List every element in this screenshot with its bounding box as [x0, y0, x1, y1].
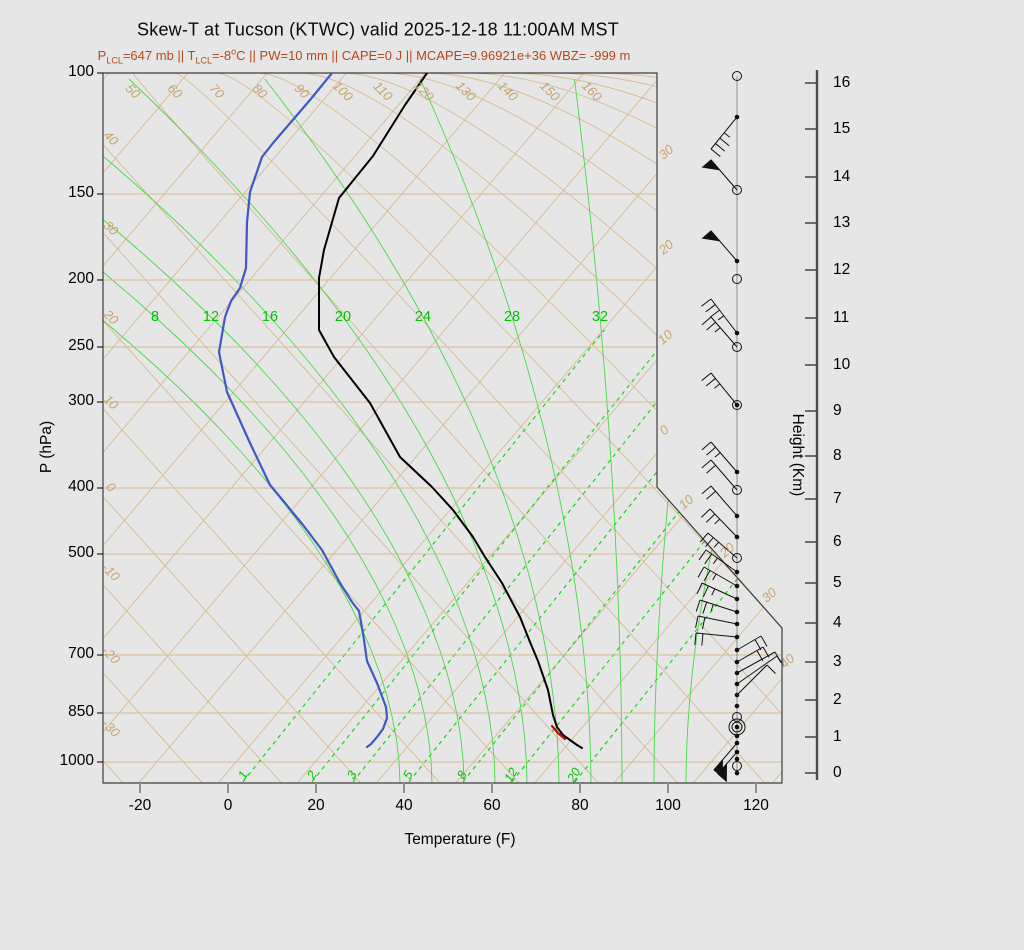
height-tick-label: 12: [833, 261, 851, 278]
subtitle-fragment: o: [231, 46, 237, 57]
plot-border: [102, 72, 783, 784]
height-tick-label: 14: [833, 168, 851, 185]
temperature-tick-label: 80: [571, 797, 589, 814]
moist-adiabat-lines: [103, 78, 782, 783]
subtitle-fragment: =-8: [212, 47, 232, 63]
height-tick-label: 4: [833, 614, 842, 631]
subtitle-fragment: =647 mb || T: [122, 47, 196, 63]
height-tick-label: 10: [833, 356, 851, 373]
height-tick-label: 11: [833, 309, 850, 326]
moist-adiabat-label: 16: [261, 309, 279, 325]
chart-subtitle: PLCL=647 mb || TLCL=-8oC || PW=10 mm || …: [98, 47, 631, 66]
height-tick-label: 2: [833, 691, 842, 708]
height-tick-label: 3: [833, 653, 842, 670]
height-tick-label: 8: [833, 447, 842, 464]
pressure-tick-label: 200: [68, 270, 94, 287]
pressure-tick-label: 700: [68, 645, 94, 662]
pressure-gridlines: [103, 193, 782, 763]
height-axis-title: Height (Km): [789, 413, 806, 497]
dry-adiabat-lines: [103, 73, 782, 783]
moist-adiabat-label: 28: [503, 309, 521, 325]
pressure-tick-label: 100: [68, 63, 94, 80]
moist-adiabat-label: 8: [150, 309, 160, 325]
pressure-tick-label: 300: [68, 392, 94, 409]
moist-adiabat-label: 32: [591, 309, 609, 325]
height-axis: [805, 70, 819, 780]
temperature-tick-label: 100: [655, 797, 681, 814]
pressure-tick-label: 850: [68, 703, 94, 720]
temperature-curve: [318, 73, 583, 749]
subtitle-fragment: C || PW=10 mm || CAPE=0 J || MCAPE=9.969…: [236, 47, 631, 63]
height-tick-label: 9: [833, 402, 842, 419]
mixing-ratio-lines: [237, 329, 782, 783]
temperature-tick-label: 40: [395, 797, 413, 814]
temperature-tick-label: 20: [307, 797, 325, 814]
height-tick-label: 13: [833, 214, 851, 231]
subtitle-fragment: LCL: [106, 55, 123, 66]
height-tick-label: 6: [833, 533, 842, 550]
height-tick-label: 5: [833, 574, 842, 591]
temperature-tick-label: 0: [223, 797, 233, 814]
isotherm-lines: [103, 73, 782, 783]
dewpoint-curve: [217, 73, 389, 749]
subtitle-fragment: LCL: [195, 55, 212, 66]
pressure-tick-label: 400: [68, 478, 94, 495]
x-axis-title: Temperature (F): [404, 831, 516, 848]
height-tick-label: 15: [833, 120, 851, 137]
subtitle-fragment: P: [97, 47, 107, 63]
height-tick-label: 16: [833, 74, 851, 91]
temperature-tick-label: 120: [743, 797, 769, 814]
wind-barb-column: [694, 71, 785, 783]
chart-title: Skew-T at Tucson (KTWC) valid 2025-12-18…: [137, 19, 619, 40]
pressure-tick-label: 1000: [59, 752, 94, 769]
pressure-tick-label: 150: [68, 184, 94, 201]
height-tick-label: 7: [833, 490, 842, 507]
axis-ticks: [97, 72, 757, 793]
temperature-tick-label: 60: [483, 797, 501, 814]
temperature-tick-label: -20: [128, 797, 152, 814]
moist-adiabat-label: 20: [334, 309, 352, 325]
pressure-axis-title: P (hPa): [38, 420, 55, 474]
pressure-tick-label: 500: [68, 544, 94, 561]
moist-adiabat-label: 12: [202, 309, 220, 325]
pressure-tick-label: 250: [68, 337, 94, 354]
moist-adiabat-label: 24: [414, 309, 432, 325]
height-tick-label: 1: [833, 728, 842, 745]
height-tick-label: 0: [833, 764, 842, 781]
